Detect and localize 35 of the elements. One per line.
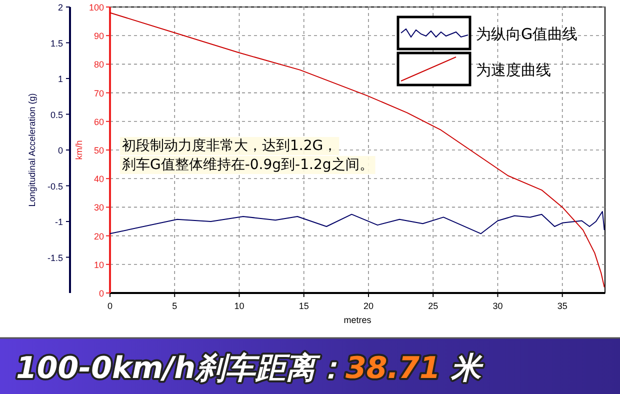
y-tick-label: 2	[58, 2, 63, 12]
y2-tick-label: 80	[94, 60, 104, 70]
x-tick-label: 20	[363, 301, 374, 311]
text: 100-0km/h刹车距离：38.71 米	[16, 351, 484, 386]
y-axis-title: Longitudinal Acceleration (g)	[27, 93, 37, 207]
x-tick-label: 5	[172, 301, 178, 311]
x-tick-label: 15	[298, 301, 309, 311]
y2-tick-label: 60	[94, 116, 104, 127]
y2-tick-label: 30	[94, 202, 104, 213]
legend-label: 为纵向G值曲线	[476, 25, 578, 43]
x-axis-title: metres	[344, 315, 372, 325]
y2-tick-label: 10	[94, 260, 104, 270]
y-tick-label: 0	[58, 146, 63, 156]
y2-tick-label: 20	[94, 231, 104, 242]
y-tick-label: -1	[54, 217, 63, 227]
y-tick-label: 1	[58, 74, 63, 84]
y2-axis-title: km/h	[74, 140, 84, 160]
y-tick-label: 1.5	[50, 38, 63, 48]
y2-tick-label: 40	[94, 174, 104, 184]
y2-tick-label: 100	[88, 2, 104, 12]
y-tick-label: 0.5	[50, 110, 63, 120]
x-tick-label: 30	[492, 301, 503, 311]
y2-tick-label: 50	[94, 146, 104, 156]
y-tick-label: -1.5	[47, 252, 63, 263]
x-tick-label: 10	[234, 301, 244, 311]
x-tick-label: 25	[428, 301, 438, 311]
annotation: 刹车G值整体维持在-0.9g到-1.2g之间。	[120, 156, 376, 174]
y2-tick-label: 0	[98, 288, 104, 298]
x-tick-label: 35	[557, 301, 568, 311]
x-tick-label: 0	[107, 301, 113, 311]
y2-tick-label: 70	[94, 88, 104, 98]
y-tick-label: -0.5	[47, 181, 63, 192]
legend-label: 为速度曲线	[476, 61, 551, 79]
annotation: 初段制动力度非常大，达到1.2G，	[120, 137, 340, 155]
y2-tick-label: 90	[94, 31, 104, 42]
